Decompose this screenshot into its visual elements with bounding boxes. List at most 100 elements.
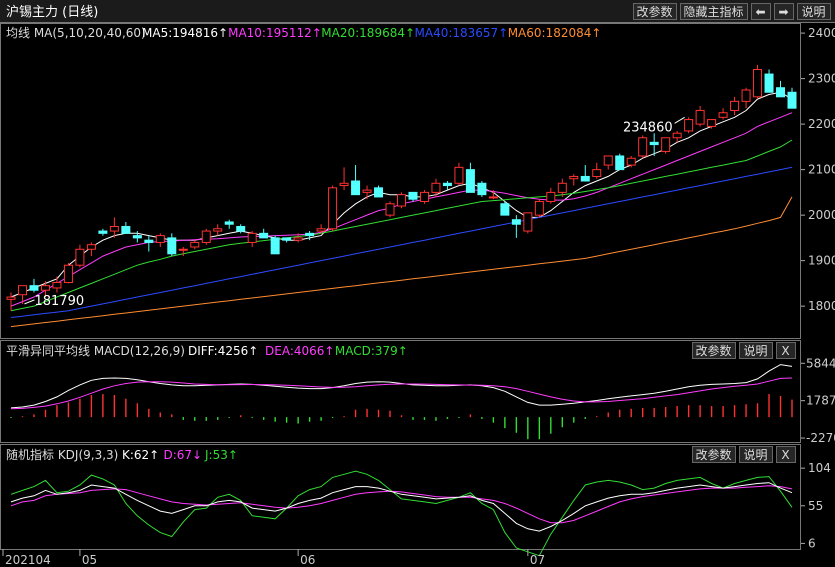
y-tick-label: 23000 — [808, 72, 835, 86]
candle-body-up — [419, 191, 429, 202]
candle-body-down — [764, 73, 774, 93]
candle-body-up — [40, 285, 50, 291]
prev-arrow-button[interactable] — [751, 3, 771, 20]
next-arrow-button[interactable] — [774, 3, 794, 20]
macd-panel-frame — [0, 340, 801, 443]
candle-body-up — [316, 228, 326, 232]
legend-item-1: D:67↓ — [164, 448, 203, 462]
hide-indicator-button[interactable] — [680, 3, 748, 20]
high-annotation: 234860 — [623, 120, 673, 135]
y-tick-label: 24000 — [808, 26, 835, 40]
candle-body-down — [224, 221, 234, 225]
legend-item-3: MA40:183657↑ — [415, 26, 509, 40]
candle-body-down — [144, 239, 154, 243]
candle-body-down — [477, 182, 487, 196]
candle-body-down — [121, 226, 131, 234]
macd-close-button[interactable] — [776, 342, 796, 359]
candle-body-up — [339, 182, 349, 187]
x-tick-label: 07 — [530, 553, 545, 567]
y-tick-label: 19000 — [808, 254, 835, 268]
legend-item-0: K:62↑ — [122, 448, 159, 462]
candle-body-up — [6, 296, 16, 300]
header-bar — [0, 0, 835, 22]
candle-body-up — [385, 203, 395, 216]
low-annotation: 181790 — [34, 294, 84, 309]
candle-body-up — [661, 137, 671, 152]
candle-body-down — [500, 203, 510, 216]
x-tick-label: 05 — [82, 553, 97, 567]
kdj-tick-label: 55 — [808, 499, 823, 513]
candle-body-down — [98, 230, 108, 234]
candle-body-down — [787, 91, 797, 109]
candle-body-up — [17, 285, 27, 296]
macd-line-diff — [10, 364, 793, 409]
legend-item-2: MA20:189684↑ — [321, 26, 415, 40]
candle-body-up — [247, 232, 257, 243]
candle-body-down — [776, 87, 786, 98]
candle-body-up — [546, 191, 556, 202]
candle-body-down — [580, 175, 590, 182]
candle-body-down — [511, 219, 521, 225]
help-button[interactable] — [797, 3, 831, 20]
macd-help-button-label: 说明 — [743, 343, 767, 358]
ma-line-ma40 — [10, 166, 793, 318]
macd-line-dea — [10, 377, 793, 410]
candle-body-up — [592, 169, 602, 177]
candle-body-up — [672, 132, 682, 139]
candle-body-up — [397, 194, 406, 207]
x-tick-label: 06 — [300, 553, 315, 567]
legend-item-1: MA10:195112↑ — [228, 26, 322, 40]
candle-body-up — [488, 196, 498, 199]
legend-item-0: DIFF:4256↑ — [188, 344, 258, 358]
legend-item-0: MA5:194816↑ — [142, 26, 228, 40]
candle-body-down — [374, 187, 384, 198]
kdj-close-button[interactable] — [776, 446, 796, 463]
annotation-pointer — [24, 299, 35, 305]
kdj-tick-label: 6 — [808, 536, 816, 550]
macd-params-button-label: 改参数 — [695, 343, 731, 358]
macd-tick-label: -2270 — [806, 431, 835, 445]
params-button-label: 改参数 — [636, 4, 672, 19]
annotation-pointer — [674, 116, 685, 124]
candle-body-up — [741, 89, 751, 102]
macd-params-button[interactable] — [692, 342, 736, 359]
candle-body-down — [132, 235, 142, 239]
candle-body-up — [201, 230, 211, 243]
help-button-label: 说明 — [801, 4, 825, 19]
candle-body-up — [52, 281, 62, 289]
candle-body-up — [603, 155, 613, 166]
y-tick-label: 20000 — [808, 208, 835, 222]
main-legend-label: 均线 MA(5,10,20,40,60) — [6, 26, 146, 40]
legend-item-4: MA60:182084↑ — [508, 26, 602, 40]
candle-body-down — [615, 155, 625, 171]
legend-item-2: J:53↑ — [204, 448, 238, 462]
kdj-line-d — [10, 485, 793, 524]
candle-body-up — [569, 175, 579, 180]
kdj-help-button-label: 说明 — [743, 447, 767, 462]
candle-body-up — [707, 119, 717, 127]
candle-body-up — [109, 226, 119, 232]
kdj-help-button[interactable] — [739, 446, 773, 463]
macd-help-button[interactable] — [739, 342, 773, 359]
candle-body-up — [86, 244, 96, 250]
candle-body-down — [465, 169, 475, 193]
candle-body-down — [408, 191, 418, 200]
kdj-line-j — [10, 470, 793, 557]
params-button[interactable] — [633, 3, 677, 20]
candle-body-down — [259, 232, 269, 239]
macd-tick-label: 5844 — [806, 356, 835, 370]
candle-body-up — [293, 237, 303, 241]
next-arrow-button-label: ➡ — [778, 5, 788, 19]
candle-body-down — [236, 226, 246, 232]
ma-line-ma20 — [10, 139, 793, 312]
candle-body-up — [523, 212, 533, 232]
candle-body-down — [649, 141, 659, 146]
kdj-params-button[interactable] — [692, 446, 736, 463]
candle-body-up — [684, 119, 694, 132]
candle-body-up — [695, 109, 705, 125]
candle-body-up — [534, 200, 544, 216]
candle-body-up — [328, 187, 338, 230]
candle-body-down — [270, 237, 280, 255]
candle-body-up — [63, 264, 73, 283]
